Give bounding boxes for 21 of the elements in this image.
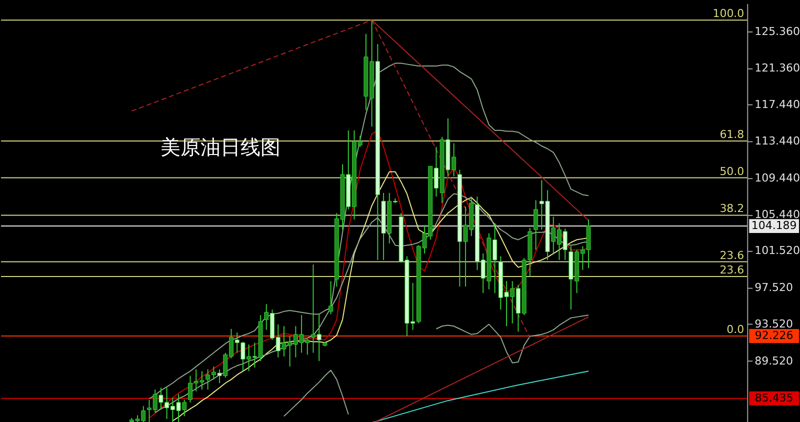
ref-line-label: 85.435: [754, 391, 794, 404]
y-tick-label: 121.360: [754, 62, 800, 75]
y-tick-label: 113.440: [754, 134, 800, 148]
y-tick-label: 101.520: [754, 244, 800, 258]
y-tick-label: 109.440: [754, 171, 800, 184]
annotation: 23.6: [720, 248, 744, 262]
annotation: 0.0: [726, 323, 744, 336]
text: 美原油日线图: [160, 135, 281, 160]
y-tick-label: 125.360: [754, 24, 800, 38]
y-tick-label: 97.520: [754, 280, 794, 294]
y-tick-label: 89.520: [754, 354, 794, 368]
y-tick-label: 93.520: [754, 318, 794, 331]
annotation: 38.2: [720, 202, 744, 216]
ref-line-label: 104.189: [751, 219, 797, 232]
y-tick-label: 117.440: [754, 98, 800, 111]
annotation: 100.0: [712, 7, 744, 20]
annotation: 23.6: [720, 264, 744, 277]
ref-line-label: 92.226: [754, 328, 794, 342]
annotation: 61.8: [720, 128, 744, 142]
y-tick-label: 105.440: [754, 208, 800, 222]
annotation: 50.0: [720, 164, 744, 178]
